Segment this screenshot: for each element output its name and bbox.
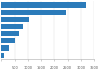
Bar xyxy=(1,17,29,22)
Bar xyxy=(1,38,15,43)
Bar xyxy=(1,2,86,8)
Bar xyxy=(1,10,66,15)
Bar xyxy=(1,24,23,29)
Bar xyxy=(1,45,9,50)
Bar xyxy=(1,31,19,36)
Bar xyxy=(1,53,4,58)
